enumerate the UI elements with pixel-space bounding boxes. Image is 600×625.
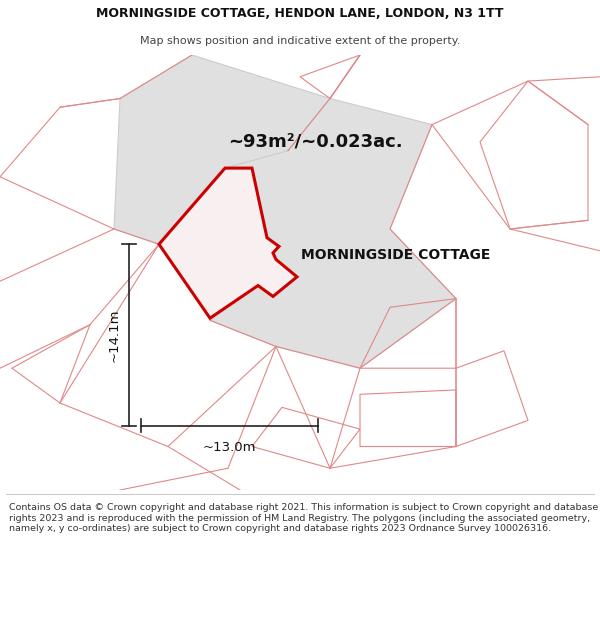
Text: Contains OS data © Crown copyright and database right 2021. This information is : Contains OS data © Crown copyright and d…: [9, 504, 598, 533]
Polygon shape: [114, 55, 330, 244]
Text: ~14.1m: ~14.1m: [107, 308, 121, 362]
Polygon shape: [159, 168, 297, 318]
Text: MORNINGSIDE COTTAGE, HENDON LANE, LONDON, N3 1TT: MORNINGSIDE COTTAGE, HENDON LANE, LONDON…: [96, 8, 504, 20]
Polygon shape: [210, 99, 456, 368]
Text: MORNINGSIDE COTTAGE: MORNINGSIDE COTTAGE: [301, 248, 491, 262]
Text: ~13.0m: ~13.0m: [203, 441, 256, 454]
Text: ~93m²/~0.023ac.: ~93m²/~0.023ac.: [228, 133, 403, 151]
Text: Map shows position and indicative extent of the property.: Map shows position and indicative extent…: [140, 36, 460, 46]
